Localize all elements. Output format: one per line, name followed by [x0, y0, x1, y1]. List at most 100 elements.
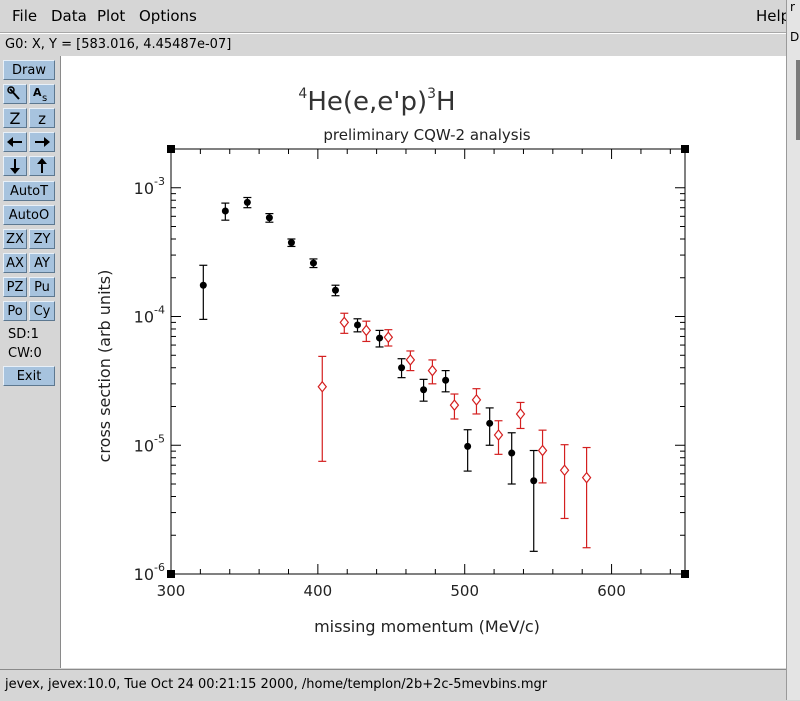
marker-diamond — [559, 464, 570, 477]
zx-button[interactable]: ZX — [3, 229, 27, 249]
marker-circle — [287, 239, 295, 247]
text-tool-icon: A s — [33, 86, 47, 104]
axis-ticks: 300 400 500 600 10-6 10-5 10-4 10-3 — [134, 149, 685, 600]
pan-left-button[interactable] — [3, 132, 27, 152]
y-tick-label: 10-6 — [134, 561, 165, 584]
draw-button[interactable]: Draw — [3, 60, 55, 80]
marker-diamond — [405, 353, 416, 366]
menu-data[interactable]: Data — [51, 7, 87, 25]
series-red-point — [383, 329, 394, 347]
menu-plot[interactable]: Plot — [97, 7, 126, 25]
series-black-point — [221, 202, 230, 221]
unzoom-button[interactable]: z — [29, 108, 55, 128]
pan-down-button[interactable] — [3, 156, 27, 176]
cy-button[interactable]: Cy — [29, 301, 55, 321]
marker-circle — [199, 281, 207, 289]
frame-corner-handle[interactable] — [681, 145, 689, 153]
marker-circle — [243, 198, 251, 206]
marker-diamond — [471, 393, 482, 406]
marker-diamond — [493, 429, 504, 442]
series-black-point — [507, 432, 516, 485]
data-marks — [199, 196, 592, 552]
series-black-point — [441, 370, 450, 393]
x-axis-label: missing momentum (MeV/c) — [314, 617, 540, 636]
series-black-point — [529, 449, 538, 552]
svg-text:s: s — [42, 93, 47, 103]
series-black-point — [397, 358, 406, 379]
menu-help[interactable]: Help — [756, 7, 791, 25]
svg-text:A: A — [33, 86, 42, 99]
series-red-point — [515, 401, 526, 430]
plot-canvas[interactable]: 4He(e,e'p)3H preliminary CQW-2 analysis … — [61, 56, 786, 668]
adjacent-scrollbar[interactable] — [796, 60, 800, 140]
marker-diamond — [339, 316, 350, 329]
coordinate-bar: G0: X, Y = [583.016, 4.45487e-07] — [0, 33, 786, 57]
x-tick-label: 400 — [304, 582, 333, 600]
x-tick-label: 600 — [597, 582, 626, 600]
exit-button[interactable]: Exit — [3, 366, 55, 386]
po-button[interactable]: Po — [3, 301, 27, 321]
menu-bar: File Data Plot Options Help — [0, 0, 790, 33]
chart-subtitle: preliminary CQW-2 analysis — [323, 126, 530, 144]
series-black-point — [309, 258, 318, 269]
pointer-tool-button[interactable] — [3, 84, 27, 104]
menu-file[interactable]: File — [12, 7, 38, 25]
marker-circle — [398, 364, 406, 372]
y-tick-label: 10-5 — [134, 432, 165, 455]
marker-diamond — [515, 408, 526, 420]
cw-label: CW:0 — [8, 346, 42, 361]
ax-button[interactable]: AX — [3, 253, 27, 273]
series-red-point — [317, 355, 328, 462]
series-red-point — [581, 446, 592, 549]
tool-panel: Draw A s Z z — [0, 56, 61, 668]
x-tick-label: 300 — [157, 582, 186, 600]
zy-button[interactable]: ZY — [29, 229, 55, 249]
marker-circle — [221, 207, 229, 215]
marker-diamond — [449, 399, 460, 412]
edge-letter-glyph: D — [790, 30, 800, 44]
marker-circle — [530, 477, 538, 485]
marker-circle — [376, 334, 384, 342]
series-black-point — [463, 429, 472, 472]
pz-button[interactable]: PZ — [3, 277, 27, 297]
pan-up-button[interactable] — [29, 156, 55, 176]
pan-right-button[interactable] — [29, 132, 55, 152]
series-black-point — [353, 318, 362, 333]
chart-title: 4He(e,e'p)3H — [298, 86, 455, 117]
chart: 4He(e,e'p)3H preliminary CQW-2 analysis … — [95, 86, 689, 636]
coordinate-readout: G0: X, Y = [583.016, 4.45487e-07] — [5, 37, 232, 52]
marker-circle — [508, 449, 516, 457]
marker-circle — [442, 376, 450, 384]
series-red-point — [559, 444, 570, 520]
autot-button[interactable]: AutoT — [3, 181, 55, 201]
arrow-up-icon — [37, 158, 47, 173]
arrow-right-icon — [35, 137, 50, 147]
ay-button[interactable]: AY — [29, 253, 55, 273]
series-red-point — [405, 350, 416, 372]
pu-button[interactable]: Pu — [29, 277, 55, 297]
marker-diamond — [361, 324, 372, 337]
status-text: jevex, jevex:10.0, Tue Oct 24 00:21:15 2… — [5, 677, 548, 692]
edge-letter-glyph: r — [790, 0, 795, 14]
marker-diamond — [537, 444, 548, 457]
series-black-point — [287, 238, 296, 248]
series-red-point — [493, 420, 504, 455]
series-red-point — [537, 429, 548, 484]
zoom-button[interactable]: Z — [3, 108, 27, 128]
adjacent-window-edge: r D — [786, 0, 800, 700]
autoo-button[interactable]: AutoO — [3, 205, 55, 225]
marker-circle — [331, 286, 339, 294]
marker-diamond — [427, 364, 438, 377]
menu-options[interactable]: Options — [139, 7, 197, 25]
text-tool-button[interactable]: A s — [29, 84, 55, 104]
marker-circle — [486, 419, 494, 427]
pointer-icon — [7, 86, 20, 100]
status-bar: jevex, jevex:10.0, Tue Oct 24 00:21:15 2… — [0, 669, 786, 701]
arrow-left-icon — [7, 137, 22, 147]
series-black-point — [199, 264, 208, 320]
series-red-point — [361, 320, 372, 343]
series-black-point — [265, 212, 274, 223]
sd-label: SD:1 — [8, 327, 39, 342]
y-tick-label: 10-3 — [134, 175, 165, 198]
marker-diamond — [383, 331, 394, 344]
